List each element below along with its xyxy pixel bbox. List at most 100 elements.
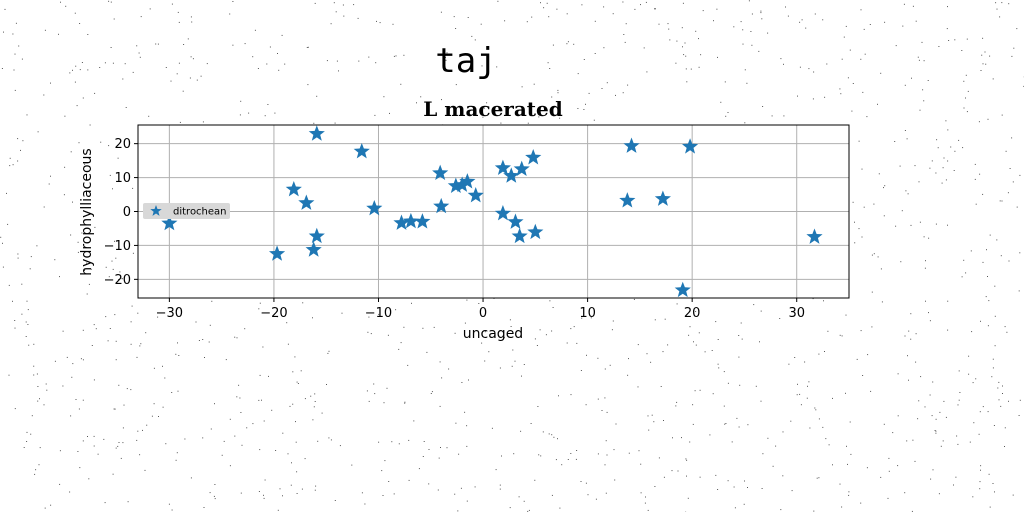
speckle-dot <box>76 105 78 107</box>
data-point-star <box>525 149 542 165</box>
speckle-dot <box>446 52 448 54</box>
speckle-dot <box>481 342 483 344</box>
speckle-dot <box>304 398 306 400</box>
speckle-dot <box>852 201 854 203</box>
speckle-dot <box>3 31 4 33</box>
speckle-dot <box>912 439 914 441</box>
speckle-dot <box>107 340 109 342</box>
speckle-dot <box>987 276 988 277</box>
speckle-dot <box>297 383 299 384</box>
speckle-dot <box>33 365 35 367</box>
speckle-dot <box>239 114 241 116</box>
speckle-dot <box>433 326 435 328</box>
speckle-dot <box>640 492 642 494</box>
speckle-dot <box>637 344 639 346</box>
speckle-dot <box>958 139 960 141</box>
speckle-dot <box>118 279 120 280</box>
speckle-dot <box>64 166 66 168</box>
speckle-dot <box>74 81 76 83</box>
speckle-dot <box>196 79 198 81</box>
speckle-dot <box>165 443 167 445</box>
speckle-dot <box>660 386 662 387</box>
speckle-dot <box>499 488 501 490</box>
speckle-dot <box>171 509 173 511</box>
speckle-dot <box>867 354 869 356</box>
speckle-dot <box>906 138 908 140</box>
speckle-dot <box>897 415 899 417</box>
speckle-dot <box>543 7 545 9</box>
speckle-dot <box>959 392 961 393</box>
speckle-dot <box>86 262 88 264</box>
speckle-dot <box>453 16 455 18</box>
speckle-dot <box>839 88 841 90</box>
speckle-dot <box>214 403 215 405</box>
speckle-dot <box>895 225 897 227</box>
speckle-dot <box>378 441 380 443</box>
speckle-dot <box>468 379 469 381</box>
speckle-dot <box>812 98 814 100</box>
speckle-dot <box>725 423 727 424</box>
speckle-dot <box>943 157 945 159</box>
speckle-dot <box>731 441 733 443</box>
speckle-dot <box>979 481 981 483</box>
speckle-dot <box>997 387 999 389</box>
speckle-dot <box>50 175 51 177</box>
speckle-dot <box>258 399 260 401</box>
speckle-dot <box>676 40 678 42</box>
speckle-dot <box>108 276 110 278</box>
speckle-dot <box>21 283 23 285</box>
speckle-dot <box>2 266 4 268</box>
speckle-dot <box>495 469 497 471</box>
speckle-dot <box>326 384 327 385</box>
speckle-dot <box>962 147 964 149</box>
speckle-dot <box>374 393 376 395</box>
speckle-dot <box>727 480 729 482</box>
speckle-dot <box>82 97 84 99</box>
speckle-dot <box>176 452 178 454</box>
speckle-dot <box>841 58 843 60</box>
speckle-dot <box>464 322 466 324</box>
speckle-dot <box>136 356 138 358</box>
speckle-dot <box>775 445 777 447</box>
speckle-dot <box>907 193 909 195</box>
speckle-dot <box>712 393 714 395</box>
speckle-dot <box>751 44 753 46</box>
speckle-dot <box>800 404 802 406</box>
speckle-dot <box>112 473 114 475</box>
x-tick-label: −30 <box>156 306 183 321</box>
speckle-dot <box>178 21 180 23</box>
speckle-dot <box>71 376 73 378</box>
speckle-dot <box>290 484 292 486</box>
speckle-dot <box>338 70 339 72</box>
speckle-dot <box>567 459 569 460</box>
speckle-dot <box>20 149 21 151</box>
speckle-dot <box>699 389 701 391</box>
speckle-dot <box>383 402 385 404</box>
speckle-dot <box>534 479 536 481</box>
speckle-dot <box>403 326 405 328</box>
speckle-dot <box>274 112 276 114</box>
speckle-dot <box>698 332 700 334</box>
speckle-dot <box>104 62 106 64</box>
speckle-dot <box>982 63 984 65</box>
speckle-dot <box>941 182 943 184</box>
speckle-dot <box>946 28 948 30</box>
speckle-dot <box>869 24 871 25</box>
speckle-dot <box>973 422 975 424</box>
speckle-dot <box>136 45 138 47</box>
speckle-dot <box>9 165 11 167</box>
speckle-dot <box>269 46 271 48</box>
speckle-dot <box>567 41 569 43</box>
speckle-dot <box>441 99 442 101</box>
speckle-dot <box>408 439 410 441</box>
speckle-dot <box>317 440 319 442</box>
speckle-dot <box>420 96 422 98</box>
speckle-dot <box>26 114 28 116</box>
x-tick-label: −20 <box>260 306 287 321</box>
speckle-dot <box>646 353 648 355</box>
speckle-dot <box>530 423 532 424</box>
speckle-dot <box>846 445 847 447</box>
figure-suptitle: taj <box>435 41 496 81</box>
y-axis-label: hydrophylliaceous <box>79 148 95 275</box>
speckle-dot <box>111 260 113 262</box>
